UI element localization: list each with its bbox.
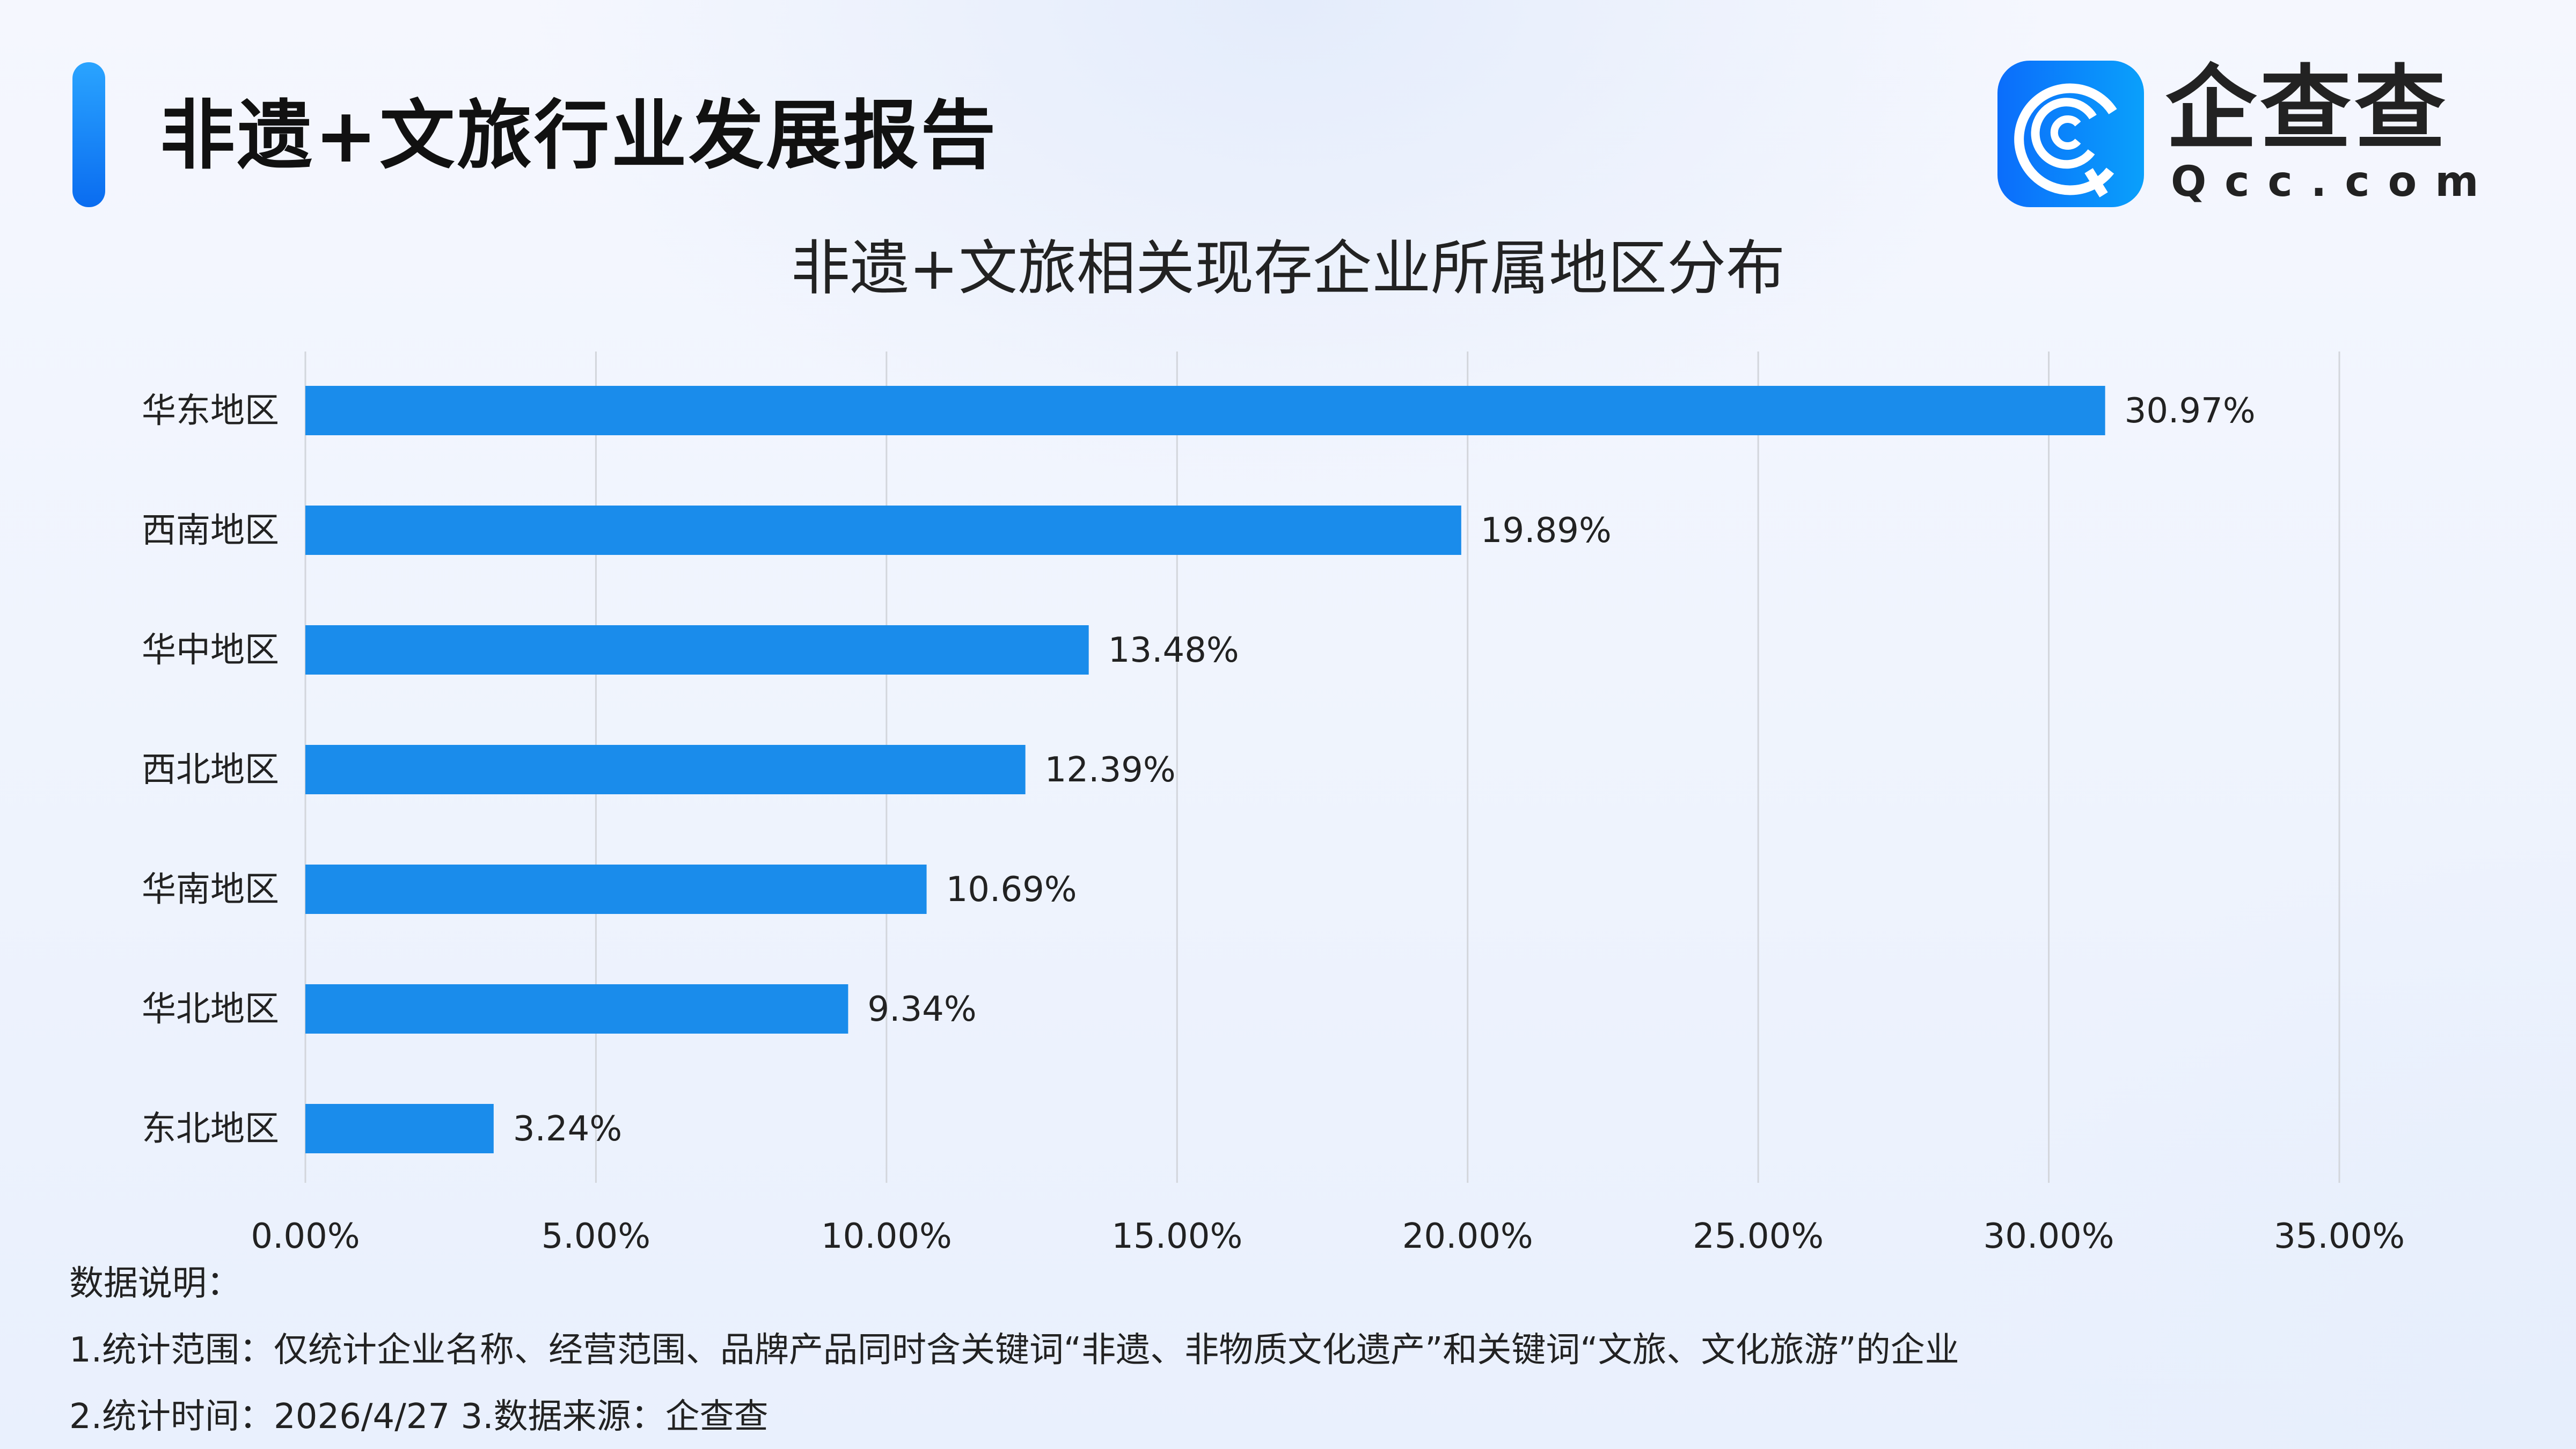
- notes-scope: 1.统计范围：仅统计企业名称、经营范围、品牌产品同时含关键词“非遗、非物质文化遗…: [69, 1330, 1959, 1370]
- x-tick-label: 10.00%: [821, 1217, 952, 1256]
- value-label: 19.89%: [1481, 511, 1612, 551]
- bar-chart: 0.00% 5.00% 10.00% 15.00% 20.00% 25.00% 30.00%…: [142, 352, 2405, 1256]
- bar-东北地区: [305, 1104, 494, 1153]
- category-label: 华南地区: [142, 870, 279, 910]
- report-title: 非遗+文旅行业发展报告: [160, 92, 998, 180]
- bar-华中地区: [305, 625, 1089, 675]
- category-label: 华东地区: [142, 391, 279, 431]
- value-label: 13.48%: [1108, 631, 1239, 670]
- title-accent-bar: [72, 62, 105, 207]
- category-label: 西南地区: [142, 511, 279, 551]
- bar-西南地区: [305, 506, 1461, 555]
- value-label: 3.24%: [513, 1109, 622, 1149]
- notes-time-source: 2.统计时间：2026/4/27 3.数据来源：企查查: [69, 1397, 769, 1437]
- bar-华南地区: [305, 865, 927, 914]
- bar-华北地区: [305, 984, 848, 1034]
- x-tick-label: 5.00%: [541, 1217, 650, 1256]
- value-label: 9.34%: [867, 990, 976, 1029]
- x-tick-label: 15.00%: [1111, 1217, 1242, 1256]
- category-label: 华北地区: [142, 990, 279, 1029]
- category-label: 西北地区: [142, 750, 279, 790]
- value-label: 12.39%: [1045, 750, 1176, 790]
- qcc-logo-text: 企查查: [2165, 56, 2449, 162]
- category-label: 华中地区: [142, 631, 279, 670]
- value-label: 10.69%: [946, 870, 1077, 910]
- value-label: 30.97%: [2125, 391, 2256, 431]
- bar-西北地区: [305, 745, 1026, 794]
- notes-heading: 数据说明：: [69, 1264, 241, 1304]
- qcc-logo-domain: Qcc.com: [2171, 158, 2497, 206]
- x-tick-label: 25.00%: [1693, 1217, 1824, 1256]
- x-tick-label: 35.00%: [2274, 1217, 2405, 1256]
- qcc-logo-icon: [1997, 61, 2144, 207]
- x-tick-label: 0.00%: [251, 1217, 360, 1256]
- x-tick-label: 30.00%: [1984, 1217, 2114, 1256]
- category-label: 东北地区: [142, 1109, 279, 1149]
- chart-title: 非遗+文旅相关现存企业所属地区分布: [791, 234, 1785, 303]
- x-tick-label: 20.00%: [1402, 1217, 1533, 1256]
- bar-华东地区: [305, 386, 2105, 435]
